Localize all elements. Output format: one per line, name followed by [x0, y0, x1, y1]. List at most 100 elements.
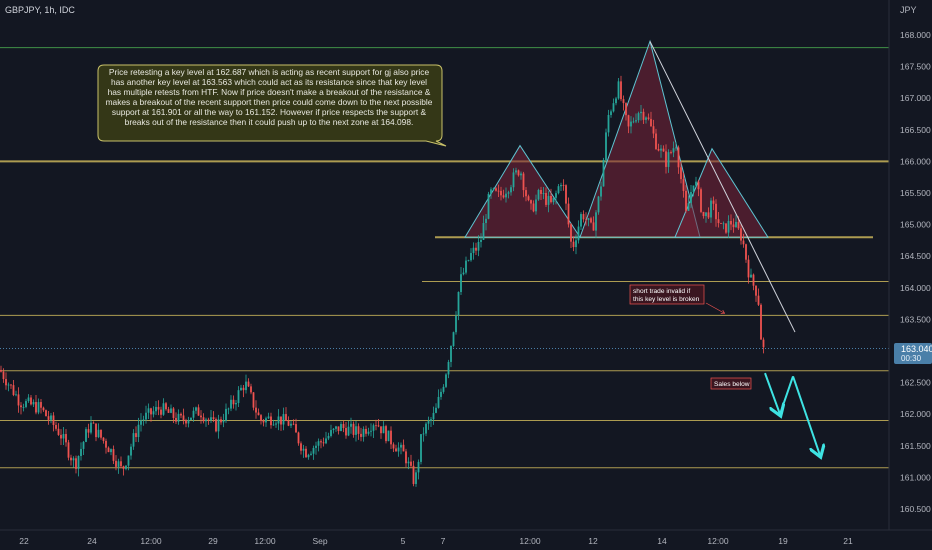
candle-body — [635, 120, 637, 122]
candle-body — [182, 415, 185, 421]
time-tick-label: 12 — [588, 536, 598, 546]
candle-body — [615, 98, 617, 104]
candle-body — [155, 406, 157, 412]
candle-body — [447, 361, 450, 375]
candle-body — [560, 185, 562, 187]
candle-body — [670, 152, 672, 153]
candle-body — [612, 103, 615, 112]
candle-body — [702, 211, 705, 217]
candle-body — [605, 132, 607, 160]
candle-body — [510, 187, 512, 193]
candle-body — [135, 433, 137, 438]
candle-body — [132, 433, 135, 447]
candle-body — [117, 461, 120, 467]
candle-body — [130, 446, 132, 456]
price-tick-label: 167.000 — [900, 93, 931, 103]
candle-body — [397, 447, 400, 452]
price-tick-label: 162.500 — [900, 378, 931, 388]
analysis-note-text: Price retesting a key level at 162.687 w… — [105, 67, 433, 127]
candle-body — [357, 426, 360, 434]
time-tick-label: 24 — [87, 536, 97, 546]
candle-body — [652, 126, 655, 134]
candle-body — [465, 260, 467, 273]
candle-body — [200, 415, 202, 418]
candle-body — [515, 170, 517, 173]
candle-body — [142, 419, 145, 421]
candle-body — [485, 218, 487, 224]
last-price-value: 163.040 — [901, 344, 932, 354]
last-price-badge — [894, 343, 932, 364]
price-axis-ticks[interactable]: 168.000 167.500 167.000 166.500 166.000 165.5… — [900, 30, 931, 514]
candle-body — [145, 412, 147, 420]
candle-body — [495, 188, 497, 191]
candle-body — [737, 221, 740, 229]
candle-body — [717, 219, 720, 224]
candle-body — [580, 214, 582, 227]
candle-body — [425, 423, 427, 434]
candle-body — [102, 437, 105, 441]
candle-body — [477, 241, 480, 251]
time-axis-ticks[interactable]: 22 24 12:00 29 12:00 Sep 5 7 12:00 12 14 12:00 19 21 — [19, 536, 853, 546]
candle-body — [150, 408, 152, 415]
candle-body — [360, 433, 362, 437]
candle-body — [32, 402, 35, 405]
candle-body — [265, 418, 267, 423]
invalidation-note[interactable]: short trade invalid if this key level is… — [629, 284, 724, 313]
candle-body — [757, 295, 760, 305]
candle-body — [552, 197, 555, 203]
descending-trendline — [649, 41, 796, 333]
candle-body — [97, 429, 100, 438]
sales-note[interactable]: Sales below — [710, 377, 752, 390]
candle-body — [165, 403, 167, 410]
candle-body — [507, 192, 510, 194]
candle-body — [262, 420, 265, 423]
candle-body — [392, 444, 395, 449]
candle-body — [665, 151, 667, 167]
candle-body — [562, 185, 565, 186]
candle-body — [195, 407, 197, 411]
candle-body — [37, 402, 40, 413]
candle-body — [402, 444, 405, 452]
candle-body — [215, 419, 217, 432]
candle-body — [0, 369, 2, 372]
candle-body — [542, 193, 545, 194]
candle-body — [575, 240, 577, 248]
candle-body — [312, 447, 315, 454]
candle-body — [585, 219, 587, 221]
candle-body — [250, 386, 252, 393]
candle-body — [260, 415, 262, 421]
candle-body — [662, 148, 665, 152]
currency-label: JPY — [900, 5, 917, 15]
candle-body — [535, 199, 537, 212]
candle-body — [305, 448, 307, 458]
candle-body — [367, 431, 370, 434]
candle-body — [445, 374, 447, 387]
candle-body — [627, 115, 630, 127]
candle-body — [290, 423, 292, 426]
candle-body — [245, 381, 247, 391]
candle-body — [567, 203, 570, 225]
candle-body — [610, 111, 612, 115]
candle-body — [752, 274, 755, 286]
candle-body — [630, 121, 632, 127]
candle-body — [497, 190, 500, 192]
price-tick-label: 167.500 — [900, 62, 931, 72]
candle-body — [137, 424, 140, 438]
candle-body — [390, 430, 392, 445]
candle-body — [210, 417, 212, 421]
candle-body — [592, 222, 595, 231]
candle-body — [410, 461, 412, 466]
candle-body — [697, 181, 700, 190]
candle-body — [632, 121, 635, 123]
analysis-note[interactable]: Price retesting a key level at 162.687 w… — [97, 64, 447, 147]
time-tick-label: 12:00 — [707, 536, 729, 546]
candle-body — [172, 408, 175, 418]
time-tick-label: 12:00 — [254, 536, 276, 546]
candle-body — [330, 430, 332, 436]
candle-body — [45, 410, 47, 417]
candle-body — [50, 415, 52, 420]
candle-body — [687, 203, 690, 211]
candle-body — [730, 221, 732, 225]
candle-body — [407, 461, 410, 464]
